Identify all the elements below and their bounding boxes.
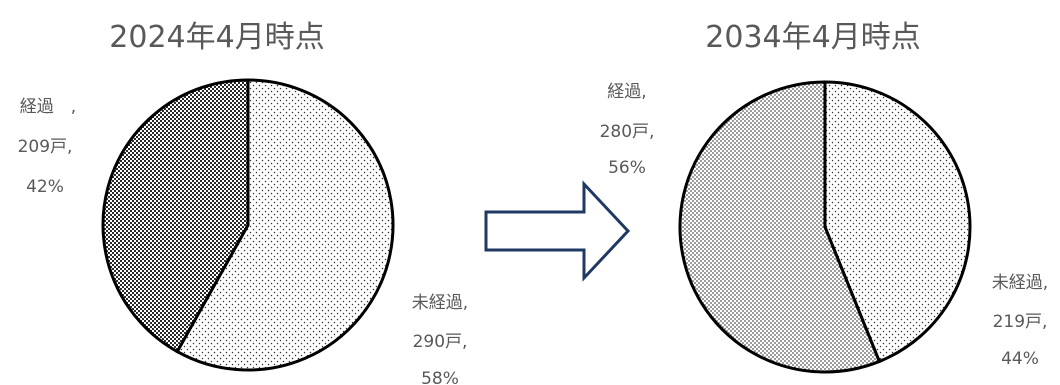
- slice-label-2024-not-passed: 未経過, 290戸, 58%: [412, 293, 468, 385]
- right-arrow-outline-icon: [484, 180, 631, 282]
- label-2024-passed-percent: 42%: [26, 177, 64, 197]
- pie-chart-2024: 2024年4月時点 経過 , 209戸, 42% 未経過, 290戸, 58%: [18, 20, 469, 385]
- pie-chart-2034: 2034年4月時点 経過, 280戸, 56% 未経過, 219戸, 44%: [600, 20, 1048, 374]
- label-2034-notpassed-percent: 44%: [1001, 349, 1039, 369]
- chart-title-2024: 2024年4月時点: [109, 20, 324, 55]
- slice-label-2034-not-passed: 未経過, 219戸, 44%: [992, 273, 1048, 369]
- slice-label-2024-passed: 経過 , 209戸, 42%: [18, 97, 77, 197]
- label-2024-passed-count: 209戸,: [18, 137, 73, 157]
- pie-slice-2024-not-passed: [175, 78, 395, 372]
- slice-label-2034-passed: 経過, 280戸, 56%: [600, 82, 655, 178]
- label-2024-passed-category: 経過 ,: [20, 97, 76, 117]
- label-2024-notpassed-category: 未経過,: [412, 293, 468, 313]
- label-2034-passed-count: 280戸,: [600, 122, 655, 142]
- pie-2034-slices: [678, 80, 972, 374]
- label-2024-notpassed-percent: 58%: [421, 369, 459, 385]
- label-2034-notpassed-count: 219戸,: [993, 312, 1048, 332]
- pie-slice-2034-not-passed: [823, 80, 972, 364]
- label-2034-passed-percent: 56%: [608, 158, 646, 178]
- pie-slice-2024-passed: [101, 78, 250, 354]
- pie-2024-slices: [101, 78, 395, 372]
- pie-slice-2034-passed: [678, 80, 882, 374]
- chart-title-2034: 2034年4月時点: [705, 20, 920, 55]
- label-2034-passed-category: 経過,: [607, 82, 646, 102]
- label-2024-notpassed-count: 290戸,: [413, 332, 468, 352]
- label-2034-notpassed-category: 未経過,: [992, 273, 1048, 293]
